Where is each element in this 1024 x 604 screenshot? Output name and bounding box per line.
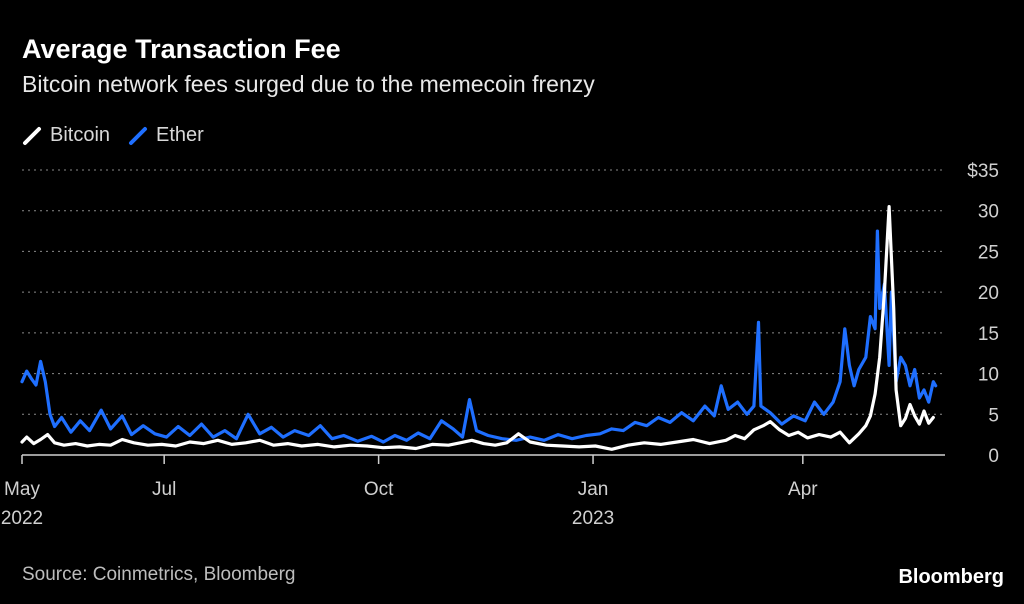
legend-label-bitcoin: Bitcoin — [50, 124, 111, 146]
x-tick-sublabel-2023-01: 2023 — [572, 508, 614, 529]
y-tick-label-30: 30 — [978, 202, 999, 223]
x-tick-label-2023-04: Apr — [788, 479, 818, 500]
y-axis-tick-labels: 0 5 10 15 20 25 30 $35 — [967, 161, 999, 467]
legend-swatch-bitcoin-icon — [23, 126, 41, 145]
x-tick-sublabel-2022-05: 2022 — [1, 508, 43, 529]
x-axis: May 2022 Jul Oct Jan 2023 Apr — [1, 455, 818, 529]
legend-swatch-ether-icon — [129, 126, 148, 145]
y-tick-label-0: 0 — [988, 446, 999, 467]
series-line-ether — [20, 229, 938, 444]
grid-lines — [22, 169, 945, 456]
x-tick-label-2022-07: Jul — [152, 479, 176, 500]
chart-subtitle: Bitcoin network fees surged due to the m… — [22, 71, 595, 97]
chart-title: Average Transaction Fee — [22, 34, 341, 64]
y-tick-label-15: 15 — [978, 324, 999, 345]
series-lines — [20, 205, 938, 451]
y-tick-label-20: 20 — [978, 283, 999, 304]
legend-swatch-bitcoin-line — [23, 126, 41, 145]
series-line-bitcoin — [20, 205, 935, 451]
source-note: Source: Coinmetrics, Bloomberg — [22, 564, 296, 585]
y-tick-label-35: $35 — [967, 161, 999, 182]
y-tick-label-5: 5 — [988, 405, 999, 426]
x-tick-label-2022-10: Oct — [364, 479, 394, 500]
legend-entry-bitcoin: Bitcoin — [22, 124, 110, 147]
bloomberg-logo: Bloomberg — [898, 566, 1004, 588]
legend-entry-ether: Ether — [128, 124, 204, 147]
y-tick-label-25: 25 — [978, 242, 999, 263]
y-tick-label-10: 10 — [978, 365, 999, 386]
legend-swatch-ether-line — [129, 126, 148, 145]
x-tick-label-2023-01: Jan — [578, 479, 609, 500]
x-tick-label-2022-05: May — [4, 479, 40, 500]
legend: Bitcoin Ether — [22, 124, 222, 147]
legend-label-ether: Ether — [156, 124, 204, 146]
